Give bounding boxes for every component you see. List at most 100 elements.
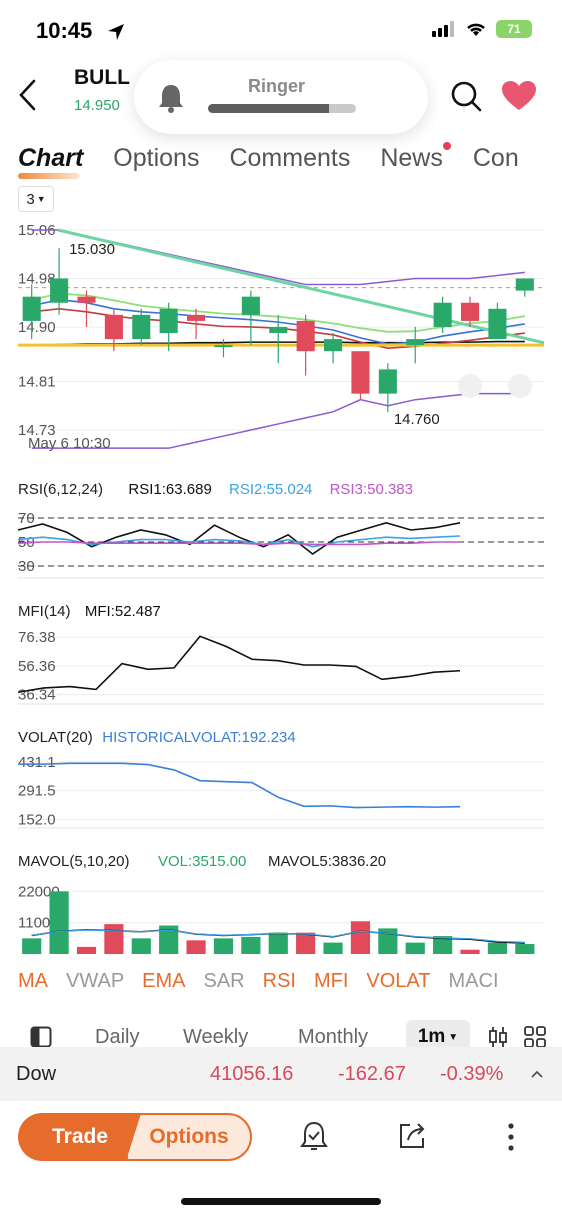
candle-body	[187, 314, 206, 321]
options-button[interactable]: Options	[126, 1113, 252, 1161]
candle-body	[77, 296, 96, 303]
location-arrow-icon	[108, 24, 124, 40]
wifi-icon	[467, 23, 485, 36]
ringer-label: Ringer	[248, 76, 306, 96]
panel-tick-label: 291.5	[18, 783, 56, 800]
rsi-series-line	[17, 521, 461, 555]
mfi-series-line	[17, 635, 461, 694]
status-icons: 71	[432, 20, 532, 38]
period-daily[interactable]: Daily	[95, 1026, 140, 1048]
alert-bell-icon[interactable]	[298, 1120, 330, 1154]
panel-tick-label: 11000	[18, 915, 59, 932]
trade-button[interactable]: Trade	[18, 1113, 142, 1161]
panel-tick-label: 76.38	[18, 629, 56, 646]
period-monthly[interactable]: Monthly	[298, 1026, 369, 1048]
volume-bar	[350, 921, 371, 954]
indicator-mfi[interactable]: MFI	[313, 970, 349, 992]
panel-title: VOLAT(20)	[18, 729, 93, 746]
chart-collapse-icon	[508, 374, 532, 398]
dropdown-caret-icon: ▼	[448, 1031, 459, 1043]
rsi-series-line	[17, 535, 461, 548]
volume-bar	[186, 940, 206, 954]
tab-chart[interactable]: Chart	[18, 144, 84, 179]
candle-body	[22, 296, 41, 321]
panel-tick-label: 152.0	[18, 812, 56, 829]
index-percent: -0.39%	[440, 1063, 504, 1085]
candle-body	[324, 339, 343, 352]
chevron-up-icon[interactable]	[530, 1069, 544, 1079]
series-legend-label: RSI1:63.689	[128, 481, 211, 498]
price-tick-label: 14.73	[18, 422, 56, 439]
candle-body	[488, 308, 507, 340]
index-change: -162.67	[338, 1063, 406, 1085]
candle-style-icon[interactable]	[488, 1026, 508, 1048]
volume-bar	[433, 936, 453, 954]
indicator-rsi[interactable]: RSI	[262, 970, 296, 992]
series-legend-label: MFI:52.487	[85, 603, 161, 620]
price-tick-label: 14.98	[18, 270, 56, 287]
candle-body	[378, 369, 397, 394]
back-icon[interactable]	[16, 78, 40, 112]
bell-icon	[159, 85, 183, 113]
candle-body	[406, 339, 425, 346]
favorite-heart-icon[interactable]	[500, 80, 538, 112]
time-axis-label: May 6 10:30	[28, 435, 111, 452]
indicator-vwap[interactable]: VWAP	[66, 970, 125, 992]
volume-bar	[76, 946, 97, 954]
candle-body	[460, 302, 480, 321]
candle-body	[132, 314, 151, 340]
tab-options[interactable]: Options	[113, 144, 200, 172]
ringer-banner: Ringer	[134, 60, 428, 134]
price-tick-label: 14.81	[18, 374, 56, 391]
volume-bar	[241, 936, 261, 954]
chart-period-select[interactable]: 3 ▼	[18, 186, 54, 212]
candle-body	[159, 308, 178, 334]
indicator-ema[interactable]: EMA	[142, 970, 186, 992]
candle-body	[241, 296, 260, 315]
tab-more[interactable]: Con	[472, 144, 519, 172]
candle-body	[104, 314, 123, 340]
panel-tick-label: 22000	[18, 883, 60, 900]
index-name: Dow	[16, 1063, 57, 1085]
index-ticker-bar[interactable]: Dow 41056.16 -162.67 -0.39%	[0, 1047, 562, 1101]
ringer-volume-bar	[208, 104, 356, 113]
battery-icon: 71	[496, 20, 532, 38]
volume-bar	[131, 938, 151, 954]
candle-body	[433, 302, 452, 327]
rsi-series-line	[17, 541, 460, 546]
tab-news[interactable]: News	[380, 142, 451, 172]
boll-lower-line	[31, 392, 525, 449]
indicator-macd[interactable]: MACI	[448, 970, 499, 992]
search-icon[interactable]	[450, 80, 482, 112]
grid-layout-icon[interactable]	[524, 1026, 546, 1048]
sidebar-toggle-icon[interactable]	[30, 1026, 52, 1048]
indicator-ma[interactable]: MA	[18, 970, 48, 992]
volume-bar	[213, 938, 234, 954]
last-price: 14.950	[74, 97, 120, 114]
tab-comments[interactable]: Comments	[229, 144, 351, 172]
volume-bar	[22, 938, 42, 954]
more-menu-icon[interactable]	[505, 1121, 517, 1153]
ringer-volume-fill	[208, 104, 330, 113]
candle-body	[269, 326, 288, 334]
candle-body	[296, 320, 315, 352]
series-legend-label: HISTORICALVOLAT:192.234	[102, 729, 295, 746]
indicator-bar: MA VWAP EMA SAR RSI MFI VOLAT MACI	[18, 970, 499, 993]
ticker-symbol: BULL	[74, 66, 130, 89]
period-selected: 1m	[417, 1026, 446, 1047]
indicator-volat[interactable]: VOLAT	[366, 970, 431, 992]
chart-area[interactable]: 15.0614.9814.9014.8114.7315.03014.760May…	[0, 214, 562, 954]
volume-bar	[515, 944, 535, 954]
high-annotation: 15.030	[69, 241, 115, 258]
chart-expand-icon	[458, 374, 482, 398]
candle-body	[351, 351, 370, 394]
series-legend-label: RSI3:50.383	[330, 481, 413, 498]
volume-bar	[49, 891, 69, 954]
indicator-sar[interactable]: SAR	[203, 970, 245, 992]
period-weekly[interactable]: Weekly	[183, 1026, 249, 1048]
volume-bar	[405, 942, 425, 954]
panel-title: MAVOL(5,10,20)	[18, 853, 129, 870]
panel-tick-label: 431.1	[18, 754, 56, 771]
volume-bar	[323, 942, 343, 954]
share-icon[interactable]	[396, 1120, 428, 1152]
